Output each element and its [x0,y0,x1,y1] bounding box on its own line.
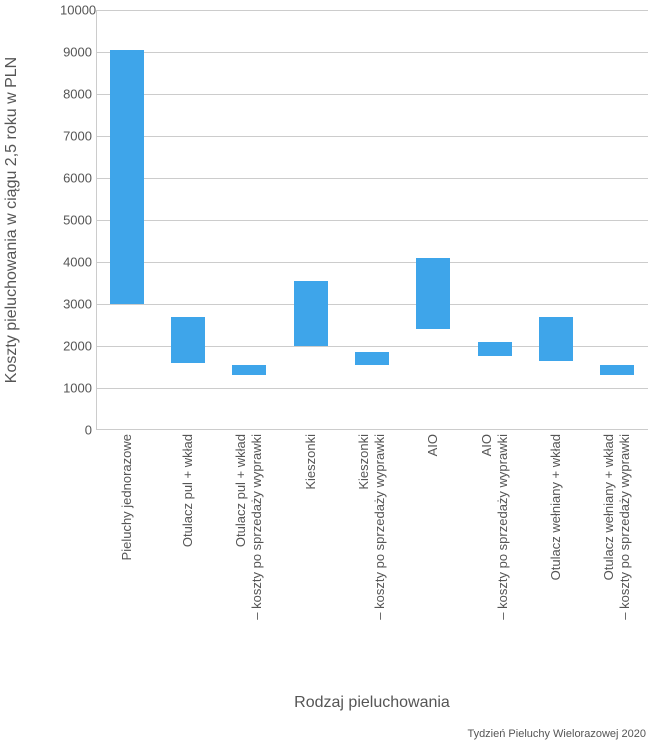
y-tick-label: 10000 [60,3,92,18]
x-tick-label: Otulacz pul + wkład – koszty po sprzedaż… [233,434,266,620]
x-tick-label: AIO [425,434,441,456]
y-tick-label: 9000 [60,45,92,60]
x-tick-label: Kieszonki [303,434,319,490]
gridline [97,220,648,221]
range-bar [171,317,205,363]
y-tick-label: 8000 [60,87,92,102]
x-tick-label: Otulacz wełniany + wkład [548,434,564,580]
range-bar [110,50,144,304]
range-bar [232,365,266,376]
chart-credit: Tydzień Pieluchy Wielorazowej 2020 [467,728,646,740]
x-tick-label: Kieszonki – koszty po sprzedaży wyprawki [356,434,389,620]
gridline [97,304,648,305]
y-tick-label: 2000 [60,339,92,354]
x-tick-label: Otulacz pul + wkład [180,434,196,547]
range-bar [478,342,512,357]
x-tick-label: AIO – koszty po sprzedaży wyprawki [478,434,511,620]
cost-range-chart: Koszty pieluchowania w ciągu 2,5 roku w … [0,0,668,748]
gridline [97,136,648,137]
y-tick-label: 6000 [60,171,92,186]
range-bar [355,352,389,365]
y-tick-label: 4000 [60,255,92,270]
y-tick-label: 1000 [60,381,92,396]
y-tick-label: 5000 [60,213,92,228]
range-bar [600,365,634,376]
x-axis-title: Rodzaj pieluchowania [96,694,648,712]
y-tick-label: 7000 [60,129,92,144]
range-bar [294,281,328,346]
y-tick-label: 3000 [60,297,92,312]
gridline [97,52,648,53]
gridline [97,10,648,11]
range-bar [416,258,450,329]
gridline [97,94,648,95]
y-axis-title: Koszty pieluchowania w ciągu 2,5 roku w … [3,57,21,383]
x-tick-label: Otulacz wełniany + wkład – koszty po spr… [601,434,634,620]
gridline [97,178,648,179]
plot-area [96,10,648,430]
y-tick-label: 0 [60,423,92,438]
range-bar [539,317,573,361]
gridline [97,262,648,263]
gridline [97,388,648,389]
x-tick-label: Pieluchy jednorazowe [119,434,135,560]
